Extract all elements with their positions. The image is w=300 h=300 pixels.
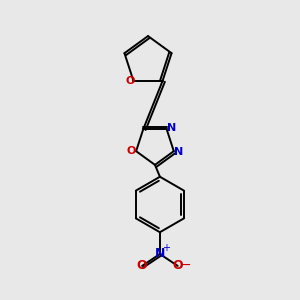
- Text: O: O: [137, 260, 147, 272]
- Text: O: O: [126, 76, 135, 86]
- Text: +: +: [162, 243, 170, 253]
- Text: N: N: [155, 247, 165, 260]
- Text: N: N: [174, 147, 183, 157]
- Text: −: −: [180, 260, 191, 272]
- Text: N: N: [167, 123, 176, 133]
- Text: O: O: [172, 260, 183, 272]
- Text: O: O: [127, 146, 136, 156]
